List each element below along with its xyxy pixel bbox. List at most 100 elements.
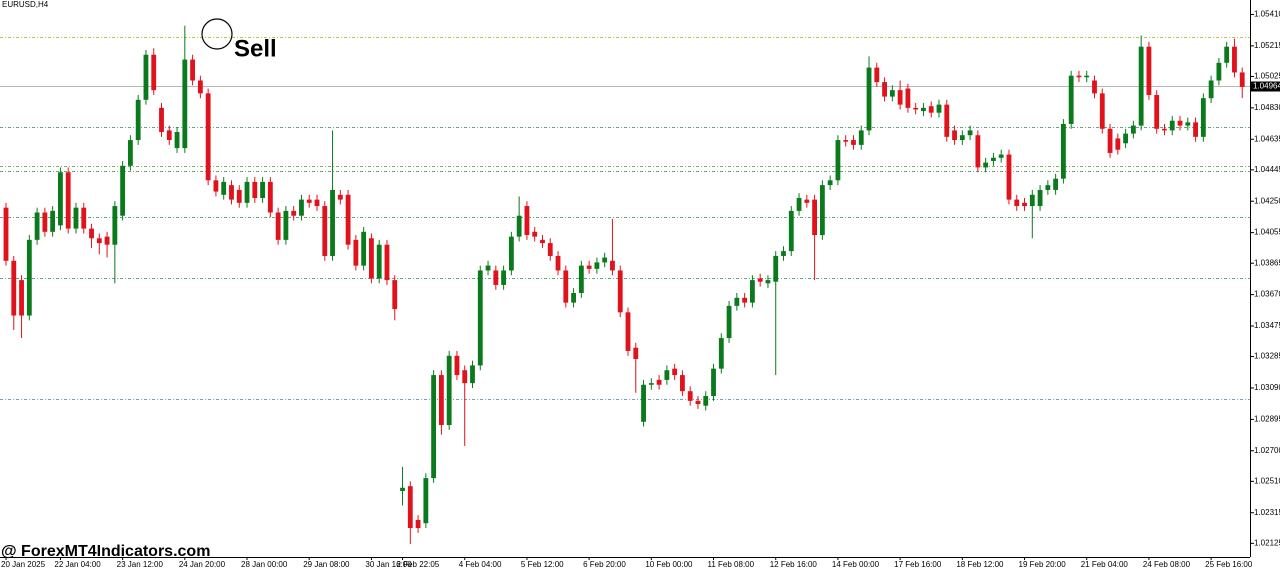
x-tick-label: 10 Feb 00:00 (645, 560, 693, 569)
y-tick-label: 1.02510 (1254, 476, 1280, 485)
candle-body (415, 519, 421, 529)
candle-body (928, 106, 934, 113)
candle-body (127, 140, 133, 166)
x-tick-label: 24 Feb 08:00 (1143, 560, 1191, 569)
candle-body (578, 265, 584, 293)
candle-body (1029, 194, 1035, 207)
candle-body (788, 210, 794, 252)
candle-body (120, 165, 126, 216)
candle-body (866, 67, 872, 131)
candle-body (462, 370, 468, 384)
candle-body (345, 194, 351, 245)
candle-body (229, 185, 234, 200)
candle-body (58, 172, 63, 226)
candle-body (431, 375, 437, 479)
candle-body (625, 312, 631, 351)
candle-body (905, 88, 911, 108)
y-tick-label: 1.02895 (1254, 414, 1280, 423)
candle-body (1014, 199, 1020, 207)
candle-body (633, 347, 639, 359)
candle-body (742, 297, 748, 303)
candle-body (555, 255, 561, 271)
watermark: @ ForexMT4Indicators.com (1, 543, 210, 560)
candle-body (952, 130, 957, 141)
candle-body (765, 280, 771, 284)
candle-body (322, 206, 328, 256)
candle-body (664, 370, 670, 380)
annotation: Sell (234, 35, 277, 62)
candle-body (672, 368, 678, 376)
candle-body (299, 199, 304, 216)
candle-body (244, 181, 250, 203)
candle-body (711, 368, 716, 397)
candle-body (454, 355, 460, 376)
candle-body (781, 251, 786, 256)
candle-body (983, 162, 989, 168)
y-tick-label: 1.03475 (1254, 321, 1280, 330)
x-tick-label: 2 Feb 22:05 (397, 560, 440, 569)
current-price-box (1251, 81, 1280, 92)
y-tick-label: 1.04830 (1254, 103, 1280, 112)
candle-body (874, 67, 880, 83)
candle-body (423, 478, 429, 524)
y-tick-label: 1.03285 (1254, 352, 1280, 361)
candle-body (89, 228, 94, 239)
candle-body (571, 292, 576, 303)
y-tick-label: 1.02700 (1254, 446, 1280, 455)
candle-body (493, 270, 499, 285)
candle-body (337, 194, 343, 200)
candle-body (1115, 138, 1121, 150)
candle-body (236, 189, 242, 203)
candle-body (547, 243, 553, 256)
candle-body (400, 487, 405, 491)
x-tick-label: 23 Jan 12:00 (117, 560, 164, 569)
candle-body (1022, 202, 1027, 207)
x-tick-label: 25 Feb 16:00 (1205, 560, 1253, 569)
candle-body (516, 215, 522, 237)
x-tick-label: 20 Jan 2025 (1, 560, 46, 569)
candle-body (3, 207, 9, 261)
x-tick-label: 18 Feb 12:00 (956, 560, 1004, 569)
candle-body (34, 212, 40, 240)
candle-body (407, 486, 413, 529)
candle-body (757, 278, 763, 282)
candle-body (151, 54, 157, 91)
candle-body (812, 199, 818, 236)
candle-body (726, 305, 732, 339)
candle-body (882, 82, 887, 97)
x-tick-label: 5 Feb 12:00 (521, 560, 564, 569)
candle-body (695, 400, 701, 405)
candle-body (913, 107, 919, 110)
candle-body (42, 212, 48, 232)
candle-body (283, 210, 289, 240)
candle-body (749, 280, 755, 303)
candle-body (50, 210, 56, 232)
candle-body (936, 104, 942, 113)
candle-body (944, 104, 950, 137)
candle-body (1232, 46, 1237, 73)
candles (3, 25, 1245, 545)
candle-body (1216, 62, 1222, 81)
candle-body (275, 212, 281, 240)
candle-body (656, 379, 662, 385)
x-tick-label: 4 Feb 04:00 (459, 560, 502, 569)
candle-body (65, 172, 71, 229)
candle-body (361, 231, 367, 266)
candle-body (1084, 75, 1090, 78)
y-tick-label: 1.03670 (1254, 290, 1280, 299)
candle-body (703, 396, 709, 406)
candle-body (804, 199, 810, 203)
candle-body (959, 135, 965, 141)
candle-body (843, 140, 849, 142)
candle-body (1185, 122, 1191, 126)
candle-body (376, 244, 382, 279)
candle-body (617, 270, 623, 313)
y-tick-label: 1.03090 (1254, 383, 1280, 392)
candle-body (687, 391, 693, 401)
x-tick-label: 11 Feb 08:00 (708, 560, 755, 569)
y-tick-label: 1.03865 (1254, 258, 1280, 267)
candle-body (586, 265, 592, 269)
candle-body (991, 157, 996, 161)
x-tick-label: 28 Jan 00:00 (241, 560, 288, 569)
